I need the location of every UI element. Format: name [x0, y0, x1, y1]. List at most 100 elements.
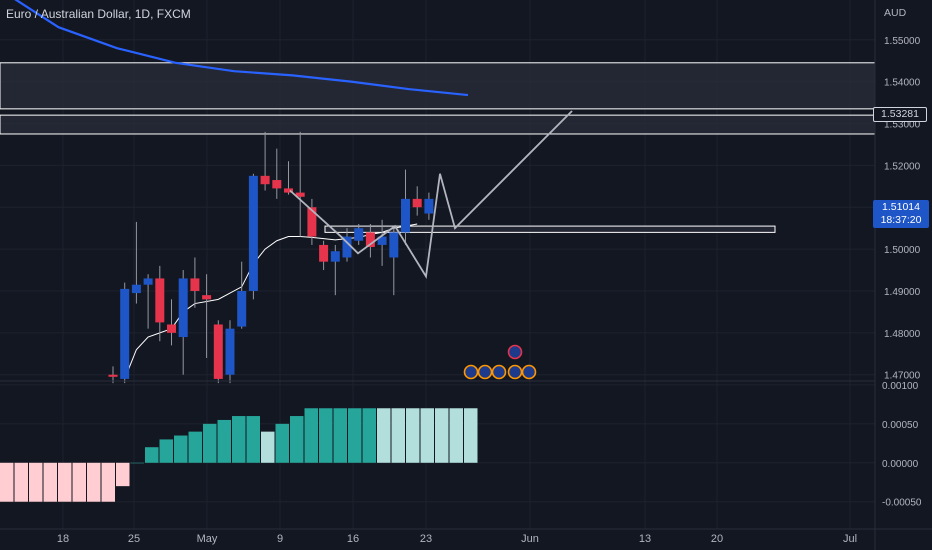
histogram-bar: [87, 462, 101, 502]
histogram-bar: [159, 439, 173, 463]
candle-body: [131, 284, 141, 294]
candle-body: [108, 374, 118, 377]
symbol-title[interactable]: Euro / Australian Dollar, 1D, FXCM: [6, 7, 191, 21]
candle-body: [225, 328, 235, 375]
event-marker-icon: [463, 364, 479, 380]
level-price-value: 1.53281: [881, 108, 919, 120]
histogram-bar: [362, 408, 376, 463]
candle-body: [401, 198, 410, 233]
price-tick-label: 1.52000: [884, 161, 921, 172]
indicator-axis[interactable]: 0.00100 0.00050 0.00000 -0.00050: [882, 381, 922, 509]
currency-label: AUD: [884, 7, 907, 19]
histogram-bar: [319, 408, 333, 463]
histogram-bar: [174, 435, 188, 463]
histogram-bar: [14, 462, 28, 502]
histogram-bar: [420, 408, 434, 463]
bar-countdown: 18:37:20: [880, 214, 922, 226]
histogram-bar: [290, 416, 304, 463]
candle-body: [272, 180, 282, 189]
level-price-tag: 1.53281: [873, 107, 927, 122]
event-marker-icon: [491, 364, 507, 380]
price-zones[interactable]: [0, 62, 876, 233]
time-tick-label: Jun: [521, 533, 539, 545]
time-tick-label: 13: [639, 533, 651, 545]
zone-rect: [0, 114, 876, 135]
moving-average: [14, 0, 469, 97]
candle-body: [155, 278, 165, 323]
candle-body: [260, 175, 270, 185]
histogram-bar: [275, 423, 289, 463]
candle-body: [389, 232, 399, 258]
candle-body: [354, 228, 364, 241]
histogram-bar: [348, 408, 362, 463]
event-marker-icon: [477, 364, 493, 380]
price-tick-label: 1.48000: [884, 329, 921, 340]
time-tick-label: 9: [277, 533, 283, 545]
price-tick-label: 1.54000: [884, 78, 921, 89]
event-marker-icon: [507, 364, 523, 380]
histogram-bar: [203, 423, 217, 463]
histogram-bar: [58, 462, 72, 502]
indicator-tick-label: 0.00100: [882, 381, 919, 392]
histogram-bar: [145, 447, 159, 463]
event-markers[interactable]: [463, 344, 537, 380]
price-tick-label: 1.47000: [884, 371, 921, 382]
histogram-bar: [116, 462, 130, 487]
time-tick-label: 16: [347, 533, 359, 545]
last-price-value: 1.51014: [882, 201, 920, 213]
candle-body: [295, 192, 305, 197]
price-tick-label: 1.50000: [884, 245, 921, 256]
time-axis[interactable]: 18 25 May 9 16 23 Jun 13 20 Jul: [57, 533, 857, 545]
histogram-bar: [449, 408, 463, 463]
histogram-bar: [217, 419, 231, 463]
indicator-tick-label: 0.00050: [882, 420, 919, 431]
histogram-bars: [0, 408, 478, 502]
candle-body: [167, 324, 176, 333]
event-marker-icon: [507, 344, 523, 360]
histogram-bar: [435, 408, 449, 463]
time-tick-label: May: [197, 533, 218, 545]
candle-body: [307, 207, 317, 237]
histogram-bar: [304, 408, 318, 463]
candle-body: [365, 232, 375, 248]
indicator-tick-label: -0.00050: [882, 498, 922, 509]
histogram-bar: [101, 462, 115, 502]
histogram-bar: [0, 462, 14, 502]
ma-path: [14, 0, 469, 97]
price-tick-label: 1.49000: [884, 287, 921, 298]
candle-body: [143, 278, 153, 285]
candlesticks: [108, 131, 434, 384]
zone-rect: [324, 225, 776, 233]
histogram-bar: [464, 408, 478, 463]
histogram-bar: [29, 462, 43, 502]
histogram-bar: [188, 431, 202, 463]
candle-body: [213, 324, 223, 379]
candle-body: [120, 288, 130, 379]
last-price-tag: 1.51014 18:37:20: [873, 200, 929, 228]
time-tick-label: Jul: [843, 533, 857, 545]
zigzag-projection[interactable]: [289, 110, 573, 279]
histogram-bar: [333, 408, 347, 463]
time-tick-label: 20: [711, 533, 723, 545]
histogram-bar: [377, 408, 391, 463]
candle-body: [412, 198, 422, 208]
zigzag-path: [289, 110, 573, 279]
candle-body: [237, 290, 247, 327]
event-marker-icon: [521, 364, 537, 380]
candle-body: [342, 236, 352, 258]
histogram-bar: [232, 416, 246, 463]
candle-body: [284, 188, 293, 193]
time-tick-label: 25: [128, 533, 140, 545]
candle-body: [330, 251, 340, 262]
histogram-bar: [406, 408, 420, 463]
histogram-bar: [261, 431, 275, 463]
candle-body: [202, 295, 212, 300]
candle-body: [178, 278, 188, 338]
candle-body: [248, 175, 258, 291]
histogram-bar: [130, 462, 144, 464]
histogram-bar: [246, 416, 260, 463]
price-tick-label: 1.53000: [884, 120, 921, 131]
time-tick-label: 23: [420, 533, 432, 545]
candle-body: [190, 278, 200, 291]
